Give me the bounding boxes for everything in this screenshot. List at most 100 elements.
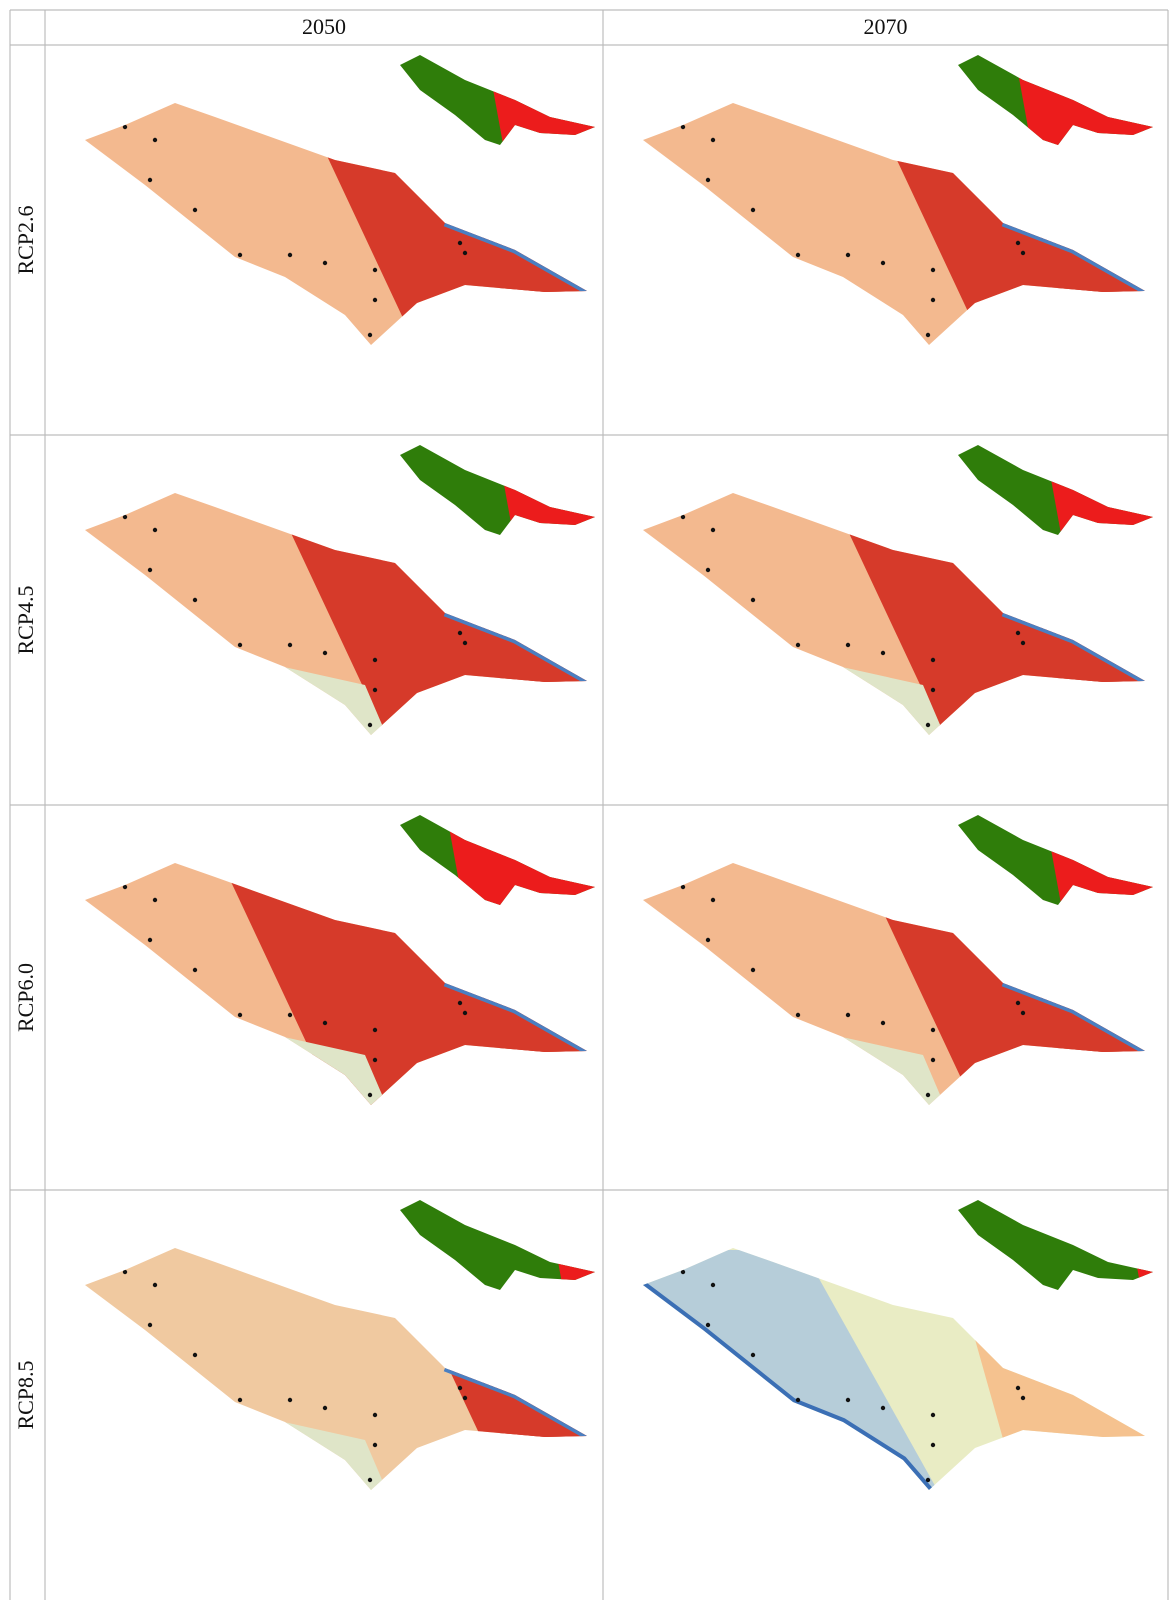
column-header: 2050 — [302, 14, 346, 39]
city-dot — [372, 1412, 378, 1418]
map-zone — [475, 1360, 587, 1490]
city-dot — [237, 1012, 243, 1018]
inset-zone — [445, 815, 595, 905]
city-dot — [750, 1352, 756, 1358]
city-dot — [705, 177, 711, 183]
city-dot — [750, 967, 756, 973]
region-map — [643, 493, 1145, 735]
city-dot — [192, 207, 198, 213]
city-dot — [287, 1012, 293, 1018]
city-dot — [645, 1275, 651, 1281]
city-dot — [122, 884, 128, 890]
city-dot — [322, 1405, 328, 1411]
map-figure — [85, 445, 595, 735]
city-dot — [1015, 630, 1021, 636]
city-dot — [372, 297, 378, 303]
city-dot — [680, 124, 686, 130]
city-dot — [930, 1442, 936, 1448]
city-dot — [930, 657, 936, 663]
city-dot — [925, 1092, 931, 1098]
city-dot — [322, 260, 328, 266]
region-map — [643, 863, 1145, 1105]
city-dot — [880, 650, 886, 656]
city-dot — [930, 1057, 936, 1063]
city-dot — [372, 657, 378, 663]
city-dot — [372, 1027, 378, 1033]
city-dot — [457, 1000, 463, 1006]
city-dot — [930, 297, 936, 303]
city-dot — [1020, 1010, 1026, 1016]
inset-map — [400, 55, 595, 145]
city-dot — [680, 884, 686, 890]
city-dot — [680, 514, 686, 520]
region-map — [85, 863, 587, 1105]
city-dot — [287, 252, 293, 258]
inset-zone — [1043, 815, 1153, 905]
city-dot — [367, 332, 373, 338]
city-dot — [152, 137, 158, 143]
city-dot — [147, 1322, 153, 1328]
city-dot — [1015, 1385, 1021, 1391]
city-dot — [1020, 640, 1026, 646]
city-dot — [930, 1412, 936, 1418]
city-dot — [645, 890, 651, 896]
city-dot — [710, 897, 716, 903]
city-dot — [795, 1012, 801, 1018]
map-figure — [643, 815, 1153, 1105]
city-dot — [152, 897, 158, 903]
city-dot — [462, 640, 468, 646]
row-header: RCP6.0 — [13, 963, 38, 1032]
row-header: RCP8.5 — [13, 1360, 38, 1429]
city-dot — [367, 1092, 373, 1098]
city-dot — [705, 1322, 711, 1328]
inset-map — [400, 445, 595, 535]
city-dot — [367, 1477, 373, 1483]
city-dot — [122, 1269, 128, 1275]
inset-map — [958, 815, 1153, 905]
city-dot — [930, 1027, 936, 1033]
city-dot — [795, 252, 801, 258]
city-dot — [710, 137, 716, 143]
inset-map — [400, 1200, 595, 1290]
map-base — [643, 103, 1145, 345]
inset-zone — [1013, 55, 1153, 145]
city-dot — [87, 520, 93, 526]
column-header: 2070 — [864, 14, 908, 39]
inset-map — [400, 815, 595, 905]
map-base — [643, 1248, 1145, 1490]
city-dot — [925, 332, 931, 338]
city-dot — [645, 520, 651, 526]
map-base — [85, 103, 587, 345]
city-dot — [147, 937, 153, 943]
city-dot — [457, 240, 463, 246]
city-dot — [795, 1397, 801, 1403]
region-map — [85, 493, 587, 735]
city-dot — [680, 1269, 686, 1275]
city-dot — [462, 1395, 468, 1401]
city-dot — [710, 1282, 716, 1288]
city-dot — [880, 260, 886, 266]
city-dot — [192, 597, 198, 603]
city-dot — [87, 1275, 93, 1281]
city-dot — [87, 890, 93, 896]
city-dot — [1015, 1000, 1021, 1006]
city-dot — [372, 687, 378, 693]
city-dot — [930, 267, 936, 273]
city-dot — [237, 1397, 243, 1403]
map-zone — [475, 975, 587, 1105]
region-map — [85, 103, 587, 345]
city-dot — [322, 650, 328, 656]
inset-base — [958, 1200, 1153, 1290]
city-dot — [750, 207, 756, 213]
map-zone — [1033, 605, 1145, 735]
map-figure — [85, 55, 595, 345]
map-figure — [643, 445, 1153, 735]
city-dot — [367, 722, 373, 728]
city-dot — [845, 1397, 851, 1403]
city-dot — [1015, 240, 1021, 246]
city-dot — [192, 1352, 198, 1358]
inset-base — [400, 1200, 595, 1290]
city-dot — [457, 630, 463, 636]
city-dot — [372, 1057, 378, 1063]
city-dot — [845, 642, 851, 648]
